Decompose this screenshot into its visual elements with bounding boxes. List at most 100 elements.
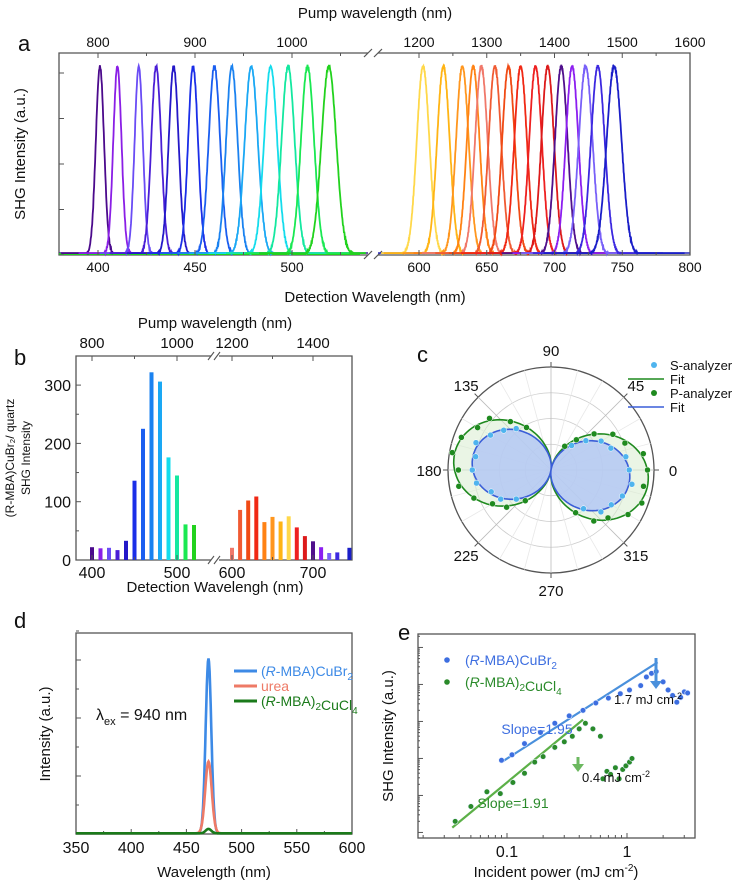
- x-tick-label: 700: [300, 565, 327, 582]
- legend-label-part: urea: [261, 678, 289, 694]
- polar-spoke: [550, 370, 579, 471]
- data-point: [537, 729, 544, 736]
- legend-label-part: R: [470, 674, 480, 690]
- panel-a-curves: [59, 62, 690, 257]
- legend-label: Fit: [670, 372, 685, 387]
- panel-a: a Pump wavelength (nm) Detection Wavelen…: [12, 5, 706, 306]
- theta-tick-label: 135: [454, 378, 479, 395]
- spectrum-curve: [109, 62, 203, 255]
- spectrum-curve: [61, 65, 139, 256]
- data-point: [551, 720, 558, 727]
- spectrum-curve: [543, 63, 685, 256]
- panel-e-legend: (R-MBA)CuBr2(R-MBA)2CuCl4: [444, 652, 562, 698]
- p-analyzer-point: [609, 431, 617, 438]
- bar: [286, 516, 291, 560]
- legend-label: (R-MBA)CuBr2: [465, 652, 557, 672]
- s-analyzer-point: [568, 442, 575, 449]
- data-point: [592, 699, 599, 707]
- bar: [98, 548, 103, 560]
- panel-e-y-axis-title: SHG Intensity (a.u.): [380, 670, 397, 802]
- data-point: [576, 725, 583, 733]
- s-analyzer-point: [628, 481, 636, 488]
- s-analyzer-point: [497, 495, 504, 503]
- annotation-text: 0.4 mJ cm: [582, 770, 642, 785]
- p-analyzer-point: [621, 439, 629, 447]
- axis-frame: [75, 355, 353, 561]
- data-point: [597, 733, 604, 740]
- bar: [302, 536, 307, 560]
- s-analyzer-point: [607, 444, 615, 452]
- x-tick-label: 550: [283, 840, 310, 857]
- legend-label: (R-MBA)2CuCl4: [261, 693, 358, 717]
- data-point: [566, 712, 573, 720]
- x-tick-label: 1: [623, 844, 632, 861]
- panel-d-frame: 350 400 450 500 550 600: [63, 630, 365, 857]
- s-analyzer-point: [580, 505, 587, 512]
- x-title-end: ): [633, 864, 638, 881]
- s-analyzer-point: [513, 495, 520, 503]
- legend-label-part: (: [465, 674, 470, 690]
- axis-break-mark: [207, 351, 215, 361]
- lambda-subscript: ex: [104, 716, 116, 728]
- annotation-cucl4: 0.4 mJ cm-2: [582, 769, 650, 785]
- p-analyzer-point: [523, 424, 530, 431]
- x-tick-label: 600: [407, 259, 431, 275]
- legend-label-part: (: [261, 693, 266, 709]
- s-analyzer-point: [469, 466, 476, 474]
- data-point: [612, 764, 619, 771]
- data-point: [637, 682, 644, 689]
- bar: [192, 525, 196, 560]
- p-analyzer-point: [486, 415, 493, 422]
- panel-b: b Pump wavelength (nm) Detection Wavelen…: [3, 315, 353, 596]
- data-point: [669, 692, 676, 699]
- polar-spoke: [523, 469, 552, 570]
- bar: [335, 552, 340, 560]
- panel-d-curves: [76, 658, 352, 835]
- bar: [166, 457, 171, 560]
- data-point: [509, 779, 517, 786]
- panel-a-label: a: [18, 31, 31, 56]
- s-analyzer-point: [473, 479, 480, 487]
- bar: [124, 540, 128, 560]
- data-point: [498, 757, 505, 764]
- data-point: [508, 751, 516, 758]
- x-tick-label: 650: [475, 259, 499, 275]
- bar: [327, 553, 332, 560]
- x-tick-label: 450: [183, 259, 207, 275]
- s-analyzer-point: [500, 427, 507, 434]
- bar: [115, 550, 120, 560]
- bar: [90, 547, 94, 560]
- panel-b-bars: [90, 372, 352, 560]
- x-tick-label: 500: [280, 259, 304, 275]
- legend-label-part: R: [266, 693, 276, 709]
- theta-tick-label: 0: [669, 463, 677, 480]
- data-point: [605, 694, 612, 702]
- data-point: [622, 762, 630, 770]
- data-point: [561, 738, 568, 745]
- p-analyzer-point: [638, 499, 646, 507]
- s-analyzer-point: [597, 437, 605, 445]
- p-analyzer-point: [507, 418, 514, 425]
- p-analyzer-point: [489, 500, 496, 508]
- bar: [262, 522, 267, 560]
- spectrum-curve: [76, 827, 352, 835]
- s-analyzer-point: [472, 453, 479, 460]
- panel-b-frame: [75, 351, 353, 565]
- axis-break-mark: [363, 250, 373, 260]
- bar: [347, 547, 352, 560]
- panel-b-top-axis-title: Pump wavelength (nm): [138, 315, 292, 332]
- p-analyzer-point: [644, 466, 651, 474]
- p-analyzer-point: [455, 466, 462, 474]
- bar: [141, 428, 145, 560]
- data-point: [467, 803, 475, 810]
- x-tick-label: 700: [543, 259, 567, 275]
- lambda-value: = 940 nm: [116, 707, 188, 724]
- annotation-sup: -2: [642, 769, 650, 779]
- p-analyzer-point: [624, 511, 632, 518]
- s-analyzer-point: [625, 466, 633, 474]
- data-point: [539, 753, 547, 760]
- bar: [246, 500, 251, 560]
- panel-a-x-axis-title: Detection Wavelength (nm): [284, 289, 465, 306]
- legend-label-part: -MBA): [276, 693, 316, 709]
